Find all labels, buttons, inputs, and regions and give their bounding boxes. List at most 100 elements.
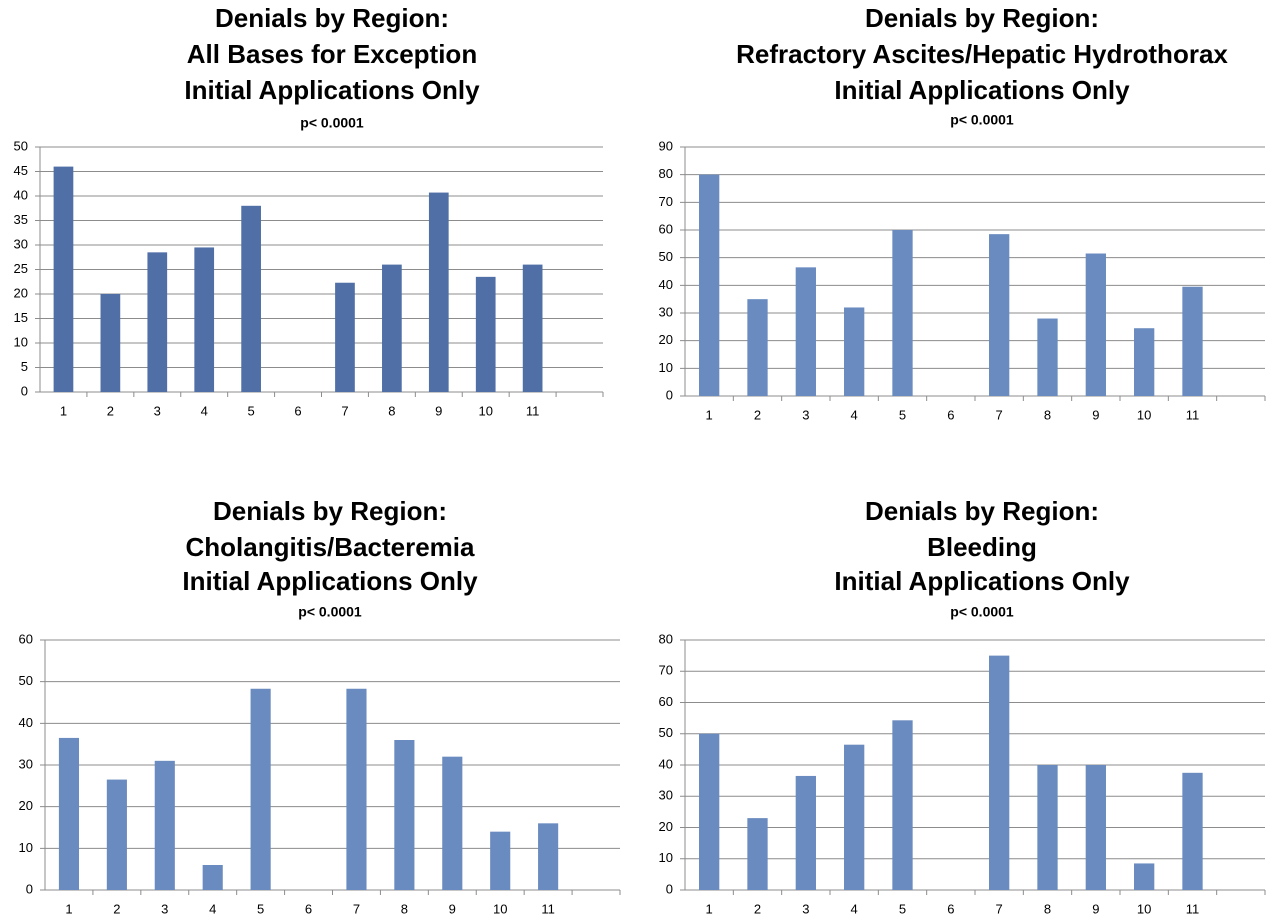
bar	[154, 760, 175, 890]
x-tick-label: 7	[996, 407, 1003, 422]
x-tick-label: 4	[209, 901, 216, 916]
x-tick-label: 7	[996, 901, 1003, 916]
bar	[250, 688, 271, 890]
y-tick-label: 15	[14, 310, 28, 325]
chart-title: Bleeding	[927, 532, 1037, 562]
bar	[490, 831, 511, 890]
bar	[1037, 318, 1058, 396]
x-tick-label: 4	[851, 901, 858, 916]
bar	[522, 264, 543, 392]
bar	[335, 282, 355, 392]
chart-title: Denials by Region:	[215, 3, 449, 33]
y-tick-label: 0	[666, 387, 673, 402]
chart-title: Refractory Ascites/Hepatic Hydrothorax	[736, 39, 1228, 69]
x-tick-label: 4	[851, 407, 858, 422]
y-tick-label: 50	[19, 673, 33, 688]
y-tick-label: 60	[19, 631, 33, 646]
bar	[58, 737, 80, 890]
y-tick-label: 30	[659, 788, 673, 803]
y-tick-label: 90	[659, 138, 673, 153]
y-tick-label: 30	[659, 304, 673, 319]
bar	[795, 775, 816, 890]
y-tick-label: 40	[659, 277, 673, 292]
bar	[346, 688, 367, 890]
y-tick-label: 10	[659, 850, 673, 865]
x-tick-label: 2	[113, 901, 120, 916]
bar	[699, 174, 720, 396]
bar	[1134, 328, 1155, 396]
bar	[1182, 772, 1203, 890]
y-tick-label: 35	[14, 212, 28, 227]
chart-title: Initial Applications Only	[182, 566, 478, 596]
chart-subtitle: p< 0.0001	[298, 604, 362, 620]
bar	[844, 307, 865, 396]
bar	[1182, 286, 1203, 396]
x-tick-label: 5	[257, 901, 264, 916]
y-tick-label: 5	[21, 359, 28, 374]
x-tick-label: 10	[493, 901, 507, 916]
x-tick-label: 6	[947, 901, 954, 916]
x-tick-label: 1	[706, 901, 713, 916]
chart-title: Denials by Region:	[865, 3, 1099, 33]
x-tick-label: 11	[526, 403, 540, 418]
bar	[428, 192, 449, 392]
bar	[53, 166, 74, 392]
y-tick-label: 40	[659, 756, 673, 771]
bar	[106, 779, 127, 890]
x-tick-label: 10	[1137, 901, 1151, 916]
chart-subtitle: p< 0.0001	[950, 604, 1014, 620]
bar	[892, 720, 913, 890]
y-tick-label: 20	[19, 798, 33, 813]
bar	[747, 818, 768, 890]
bar	[538, 823, 559, 890]
y-tick-label: 80	[659, 166, 673, 181]
y-tick-label: 30	[19, 756, 33, 771]
y-tick-label: 20	[659, 332, 673, 347]
x-tick-label: 1	[60, 403, 67, 418]
x-tick-label: 9	[449, 901, 456, 916]
x-tick-label: 1	[65, 901, 72, 916]
y-tick-label: 30	[14, 236, 28, 251]
bar	[100, 294, 121, 392]
y-tick-label: 10	[19, 840, 33, 855]
bar	[1085, 765, 1106, 890]
chart-title: Cholangitis/Bacteremia	[186, 532, 476, 562]
y-tick-label: 40	[14, 187, 28, 202]
bar	[442, 756, 463, 890]
x-tick-label: 2	[107, 403, 114, 418]
x-tick-label: 8	[1044, 407, 1051, 422]
x-tick-label: 9	[1092, 901, 1099, 916]
x-tick-label: 8	[1044, 901, 1051, 916]
x-tick-label: 3	[161, 901, 168, 916]
y-tick-label: 0	[666, 881, 673, 896]
chart-title: Initial Applications Only	[184, 75, 480, 105]
bar	[382, 264, 402, 392]
bar	[844, 744, 865, 890]
x-tick-label: 11	[1186, 407, 1200, 422]
bar	[1037, 765, 1058, 890]
x-tick-label: 6	[305, 901, 312, 916]
y-tick-label: 50	[659, 249, 673, 264]
x-tick-label: 6	[947, 407, 954, 422]
bar	[241, 205, 261, 392]
x-tick-label: 9	[435, 403, 442, 418]
y-tick-label: 45	[14, 163, 28, 178]
bar	[892, 230, 913, 396]
y-tick-label: 10	[14, 334, 28, 349]
y-tick-label: 80	[659, 631, 673, 646]
x-tick-label: 4	[201, 403, 208, 418]
x-tick-label: 6	[294, 403, 301, 418]
x-tick-label: 2	[754, 407, 761, 422]
bar	[795, 267, 816, 396]
bar	[699, 733, 720, 890]
y-tick-label: 20	[659, 819, 673, 834]
bar	[1085, 253, 1106, 396]
bar	[394, 740, 415, 890]
x-tick-label: 8	[388, 403, 395, 418]
x-tick-label: 7	[341, 403, 348, 418]
x-tick-label: 1	[706, 407, 713, 422]
x-tick-label: 10	[478, 403, 492, 418]
x-tick-label: 8	[401, 901, 408, 916]
chart-subtitle: p< 0.0001	[300, 115, 364, 131]
